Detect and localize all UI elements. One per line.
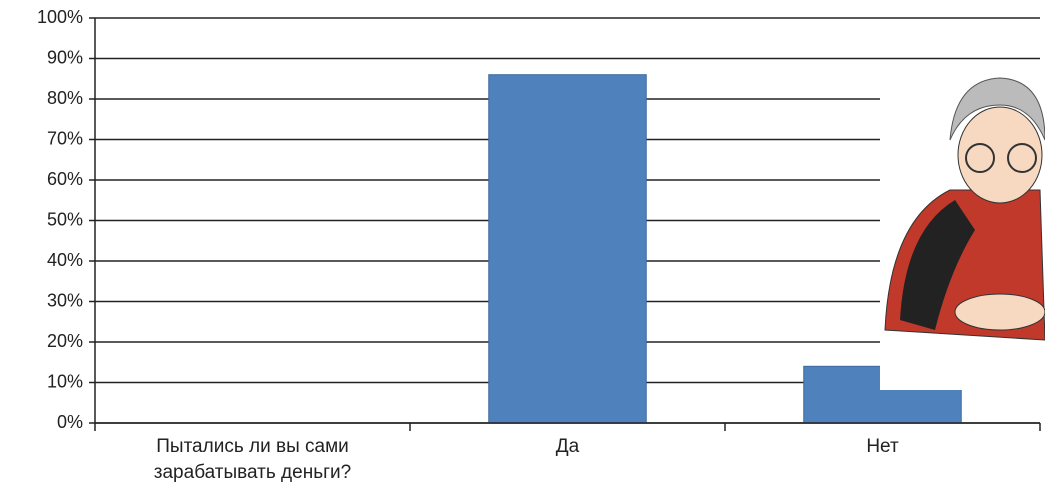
y-tick-label: 0% (57, 412, 83, 432)
x-tick-label: Нет (866, 436, 899, 457)
illustration-shawl (900, 200, 975, 330)
illustration (880, 60, 1045, 390)
illustration-glass (965, 143, 995, 173)
y-tick-label: 20% (47, 331, 83, 351)
y-tick-label: 50% (47, 209, 83, 229)
y-tick-label: 90% (47, 47, 83, 67)
illustration-glass (1007, 143, 1037, 173)
y-tick-label: 30% (47, 290, 83, 310)
y-tick-label: 10% (47, 371, 83, 391)
y-tick-label: 60% (47, 169, 83, 189)
y-tick-label: 100% (37, 7, 83, 27)
y-tick-label: 40% (47, 250, 83, 270)
bar (488, 74, 647, 424)
x-tick-label: Пытались ли вы сами зарабатывать деньги? (153, 436, 352, 483)
illustration-face (957, 106, 1043, 204)
x-tick-label: Да (555, 436, 580, 457)
y-tick-label: 80% (47, 88, 83, 108)
y-tick-label: 70% (47, 128, 83, 148)
illustration-hands (954, 293, 1045, 331)
